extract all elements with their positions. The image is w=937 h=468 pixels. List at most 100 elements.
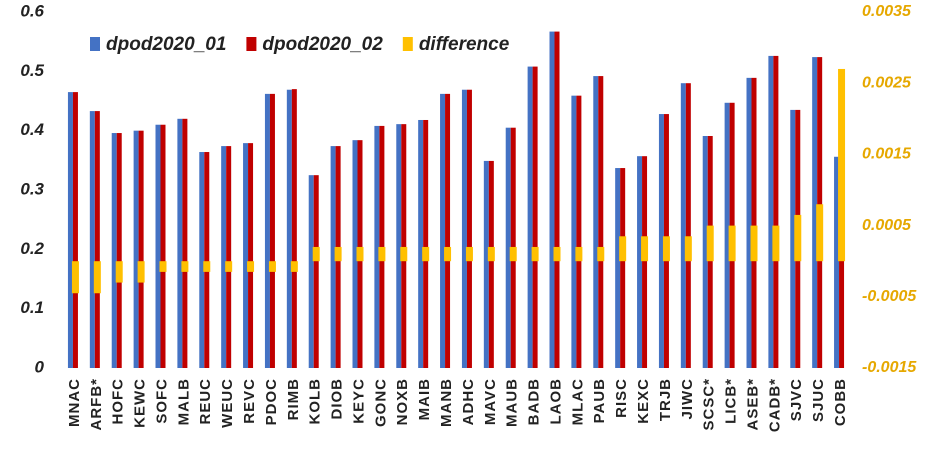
x-tick-label: NOXB xyxy=(394,378,411,425)
bar xyxy=(401,124,407,368)
x-tick-label: PAUB xyxy=(591,378,608,423)
bar xyxy=(71,261,79,294)
bar xyxy=(816,204,824,262)
y-tick-label: 0.2 xyxy=(20,239,44,258)
bar xyxy=(772,225,780,262)
x-tick-label: ASEB* xyxy=(744,378,761,431)
y-tick-label: 0.1 xyxy=(20,298,44,317)
bar xyxy=(527,66,533,368)
bar xyxy=(553,246,561,262)
bar xyxy=(466,89,472,368)
x-tick-label: REUC xyxy=(197,378,214,425)
bar xyxy=(461,89,467,368)
x-tick-label: TRJB xyxy=(657,378,674,421)
x-tick-label: MANB xyxy=(438,378,455,427)
legend-swatch xyxy=(90,37,100,51)
bar xyxy=(509,246,517,262)
x-tick-label: SOFC xyxy=(153,378,170,424)
y2-tick-label: 0.0035 xyxy=(862,3,912,20)
bar xyxy=(286,89,292,368)
bar xyxy=(93,261,101,294)
y2-tick-label: 0.0015 xyxy=(862,146,912,163)
x-tick-label: RIMB xyxy=(285,378,302,420)
bar xyxy=(838,68,846,262)
bar xyxy=(248,143,254,368)
bar xyxy=(619,236,627,262)
bar xyxy=(746,77,752,369)
x-tick-label: ADHC xyxy=(460,378,477,425)
bar xyxy=(290,261,298,272)
legend-swatch xyxy=(246,37,257,51)
bar xyxy=(89,111,95,368)
bar xyxy=(243,143,249,368)
bar xyxy=(72,92,78,368)
bar xyxy=(378,246,386,262)
x-tick-label: RISC xyxy=(613,378,630,418)
x-tick-label: JIWC xyxy=(679,378,696,420)
bar xyxy=(199,152,205,368)
legend-label: difference xyxy=(419,34,510,55)
bar xyxy=(203,261,211,272)
bar xyxy=(116,133,122,368)
bar xyxy=(488,160,494,368)
x-tick-label: MNAC xyxy=(66,378,83,427)
bar xyxy=(554,31,560,369)
bar xyxy=(662,236,670,262)
bar xyxy=(313,175,319,368)
bar xyxy=(111,133,117,368)
x-tick-label: KEXC xyxy=(635,378,652,424)
bar xyxy=(751,77,757,369)
x-tick-label: LAOB xyxy=(547,378,564,425)
bar xyxy=(790,109,796,369)
x-tick-label: MALB xyxy=(175,378,192,425)
bar xyxy=(641,236,649,262)
y-tick-label: 0 xyxy=(35,357,45,376)
y2-tick-label: -0.0005 xyxy=(862,288,917,305)
bar xyxy=(706,225,714,262)
bar xyxy=(684,236,692,262)
bar xyxy=(400,246,408,262)
x-tick-label: DIOB xyxy=(329,378,346,420)
bar xyxy=(575,246,583,262)
bar xyxy=(505,127,511,368)
bar xyxy=(598,76,604,368)
x-tick-label: PDOC xyxy=(263,378,280,425)
x-tick-label: HOFC xyxy=(110,378,127,425)
bar xyxy=(94,111,100,368)
bar xyxy=(642,156,648,368)
legend-swatch xyxy=(402,37,413,51)
bar xyxy=(834,156,840,368)
bar xyxy=(620,168,626,368)
bar xyxy=(418,119,424,368)
bar xyxy=(487,246,495,262)
bar xyxy=(182,118,188,368)
y2-tick-label: 0.0025 xyxy=(862,74,912,91)
bar xyxy=(422,246,430,262)
bar xyxy=(334,246,342,262)
x-tick-label: GONC xyxy=(372,378,389,427)
x-tick-label: BADB xyxy=(526,378,543,425)
x-tick-label: KEYC xyxy=(350,378,367,424)
legend-label: dpod2020_01 xyxy=(106,34,226,55)
bar xyxy=(571,95,577,368)
bar xyxy=(685,83,691,368)
bar xyxy=(352,140,358,368)
bar xyxy=(181,261,189,272)
x-tick-label: MAVC xyxy=(482,378,499,425)
bar xyxy=(133,130,139,368)
x-tick-label: MAUB xyxy=(504,378,521,427)
bar xyxy=(724,102,730,368)
bar xyxy=(812,57,818,369)
x-tick-label: KOLB xyxy=(307,378,324,425)
bar xyxy=(137,261,145,283)
bar xyxy=(115,261,123,283)
x-tick-label: ARFB* xyxy=(88,378,105,431)
bar xyxy=(728,225,736,262)
bar xyxy=(423,119,429,368)
x-tick-label: KEWC xyxy=(132,378,149,428)
bar xyxy=(356,246,364,262)
bar xyxy=(445,93,451,368)
y2-tick-label: 0.0005 xyxy=(862,217,912,234)
y-tick-label: 0.5 xyxy=(20,61,44,80)
